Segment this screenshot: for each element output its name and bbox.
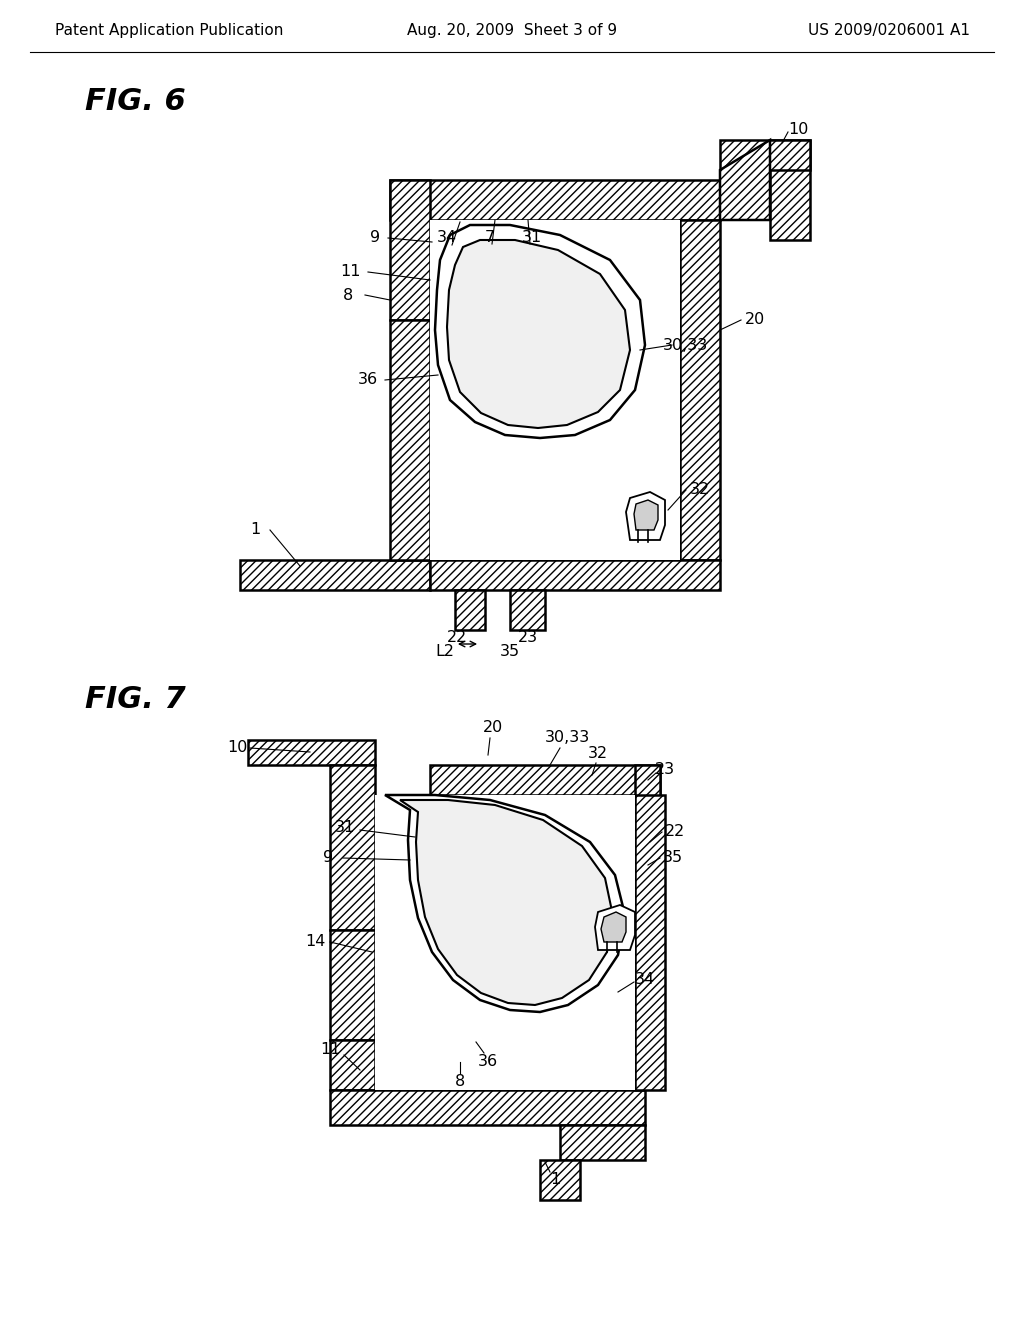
Text: 8: 8 — [343, 288, 353, 302]
Polygon shape — [595, 906, 635, 950]
Polygon shape — [447, 240, 630, 428]
Polygon shape — [601, 912, 626, 942]
Text: 30,33: 30,33 — [545, 730, 590, 746]
Polygon shape — [385, 795, 625, 1012]
Text: 20: 20 — [483, 721, 503, 735]
Text: 32: 32 — [690, 483, 710, 498]
Polygon shape — [540, 1160, 580, 1200]
Polygon shape — [400, 800, 613, 1005]
Text: L2: L2 — [435, 644, 455, 660]
Polygon shape — [430, 220, 680, 560]
Polygon shape — [390, 319, 430, 560]
Text: 1: 1 — [550, 1172, 560, 1188]
Text: 11: 11 — [319, 1043, 340, 1057]
Polygon shape — [248, 741, 375, 766]
Text: 32: 32 — [588, 747, 608, 762]
Text: 11: 11 — [340, 264, 360, 280]
Polygon shape — [330, 931, 375, 1040]
Text: 1: 1 — [250, 523, 260, 537]
Polygon shape — [510, 590, 545, 630]
Polygon shape — [430, 560, 720, 590]
Polygon shape — [330, 1090, 645, 1125]
Polygon shape — [375, 795, 635, 1090]
Text: Patent Application Publication: Patent Application Publication — [55, 22, 284, 37]
Text: 35: 35 — [500, 644, 520, 660]
Polygon shape — [635, 766, 660, 814]
Text: 31: 31 — [522, 231, 542, 246]
Text: 23: 23 — [655, 763, 675, 777]
Polygon shape — [634, 500, 658, 531]
Text: 34: 34 — [437, 231, 457, 246]
Text: 7: 7 — [485, 231, 495, 246]
Polygon shape — [680, 220, 720, 560]
Text: 20: 20 — [744, 313, 765, 327]
Text: FIG. 6: FIG. 6 — [85, 87, 185, 116]
Text: 22: 22 — [446, 631, 467, 645]
Polygon shape — [455, 590, 485, 630]
Polygon shape — [770, 140, 810, 240]
Text: 35: 35 — [663, 850, 683, 866]
Text: 31: 31 — [335, 821, 355, 836]
Polygon shape — [240, 560, 430, 590]
Text: 22: 22 — [665, 825, 685, 840]
Polygon shape — [430, 766, 660, 795]
Text: Aug. 20, 2009  Sheet 3 of 9: Aug. 20, 2009 Sheet 3 of 9 — [407, 22, 617, 37]
Text: 36: 36 — [478, 1055, 498, 1069]
Text: 23: 23 — [518, 631, 538, 645]
Text: 9: 9 — [323, 850, 333, 866]
Polygon shape — [560, 1125, 645, 1160]
Polygon shape — [720, 140, 770, 220]
Text: 30,33: 30,33 — [663, 338, 708, 352]
Polygon shape — [390, 180, 430, 319]
Text: 14: 14 — [305, 935, 326, 949]
Polygon shape — [330, 1040, 375, 1090]
Text: 34: 34 — [635, 973, 655, 987]
Polygon shape — [720, 140, 810, 170]
Text: 10: 10 — [787, 123, 808, 137]
Polygon shape — [635, 795, 665, 1090]
Text: 9: 9 — [370, 231, 380, 246]
Text: 36: 36 — [358, 372, 378, 388]
Text: 8: 8 — [455, 1074, 465, 1089]
Polygon shape — [626, 492, 665, 540]
Text: 10: 10 — [226, 741, 247, 755]
Polygon shape — [390, 180, 720, 220]
Polygon shape — [330, 766, 375, 931]
Text: FIG. 7: FIG. 7 — [85, 685, 185, 714]
Text: US 2009/0206001 A1: US 2009/0206001 A1 — [808, 22, 970, 37]
Polygon shape — [435, 224, 645, 438]
